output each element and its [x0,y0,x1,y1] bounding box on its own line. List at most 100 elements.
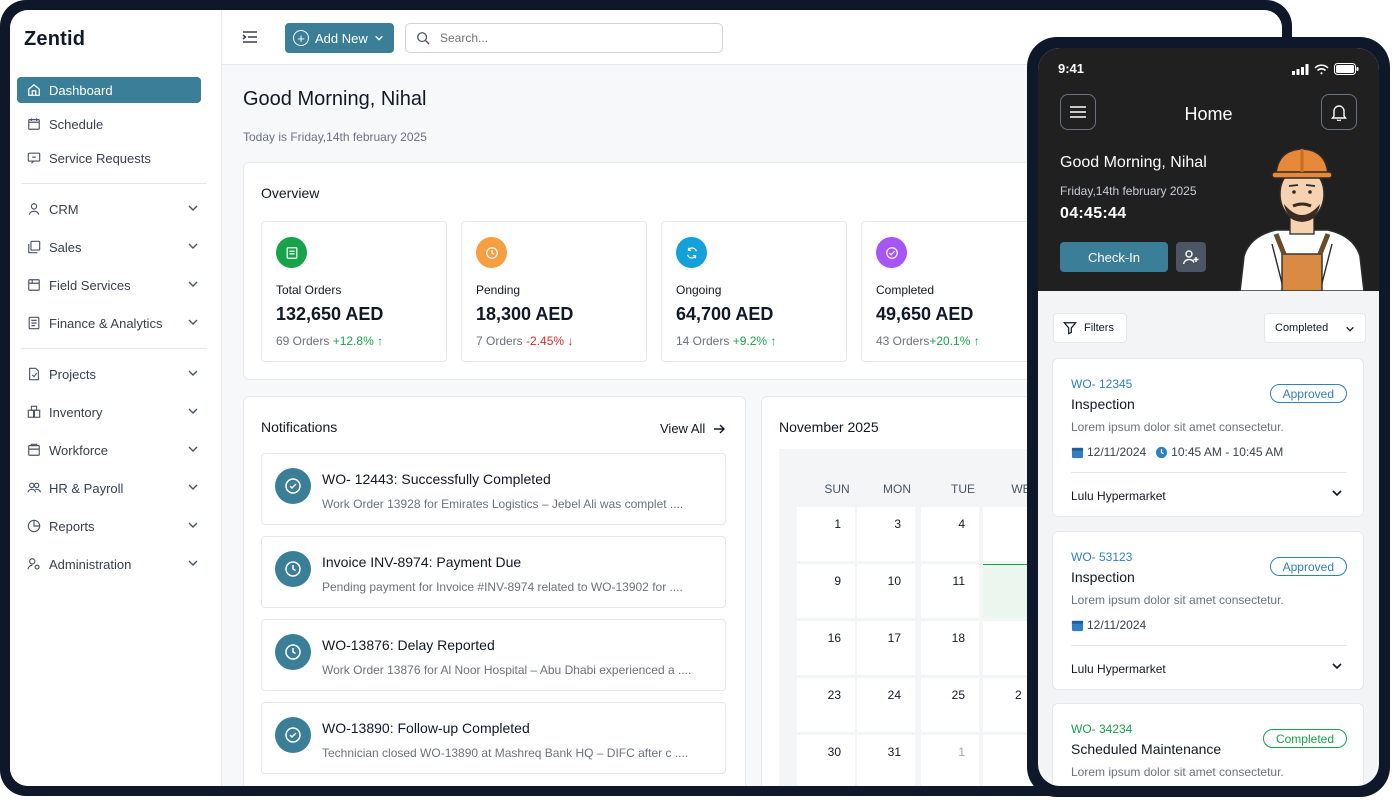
sidebar-item-service-requests[interactable]: Service Requests [17,145,201,171]
work-order-location: Lulu Hypermarket [1071,662,1166,676]
calendar-day[interactable]: 18 [921,621,979,675]
check-in-button[interactable]: Check-In [1060,242,1168,272]
message-icon [27,151,41,165]
calendar-day[interactable]: 9 [797,564,855,618]
notification-item[interactable]: WO-13890: Follow-up Completed Technician… [261,702,726,774]
plus-circle-icon: + [293,30,309,46]
calendar-day[interactable]: 31 [857,735,915,786]
sidebar-item-label: Schedule [49,116,104,132]
document-icon [27,316,41,330]
calendar-day-header: SUN [824,482,850,496]
work-order-id[interactable]: WO- 12345 [1071,377,1133,391]
sidebar-item-projects[interactable]: Projects [17,361,201,387]
notification-desc: Technician closed WO-13890 at Mashreq Ba… [322,746,689,760]
sidebar-item-reports[interactable]: Reports [17,513,201,539]
chevron-down-icon [188,484,198,490]
calendar-day-header: TUE [951,482,975,496]
calendar-day[interactable]: 4 [921,507,979,561]
notification-item[interactable]: Invoice INV-8974: Payment Due Pending pa… [261,536,726,608]
sidebar-item-label: Dashboard [49,82,113,98]
work-order-card[interactable]: WO- 12345 Inspection Approved Lorem ipsu… [1052,358,1364,517]
arrow-up-icon: ↑ [973,334,980,348]
calendar-day[interactable]: 1 [921,735,979,786]
calendar-day[interactable]: 1 [797,507,855,561]
work-order-card[interactable]: WO- 34234 Scheduled Maintenance Complete… [1052,703,1364,786]
mobile-notification-button[interactable] [1321,94,1357,130]
stat-orders: 69 Orders [276,334,330,348]
work-order-desc: Lorem ipsum dolor sit amet consectetur. [1071,765,1284,779]
notifications-title: Notifications [261,419,338,435]
stat-label: Pending [476,283,521,297]
stat-card-ongoing[interactable]: Ongoing 64,700 AED 14 Orders +9.2% ↑ [661,221,847,362]
box-icon [27,405,41,419]
status-filter-select[interactable]: Completed [1264,313,1366,343]
stat-card-pending[interactable]: Pending 18,300 AED 7 Orders -2.45% ↓ [461,221,647,362]
arrow-right-icon [714,424,726,433]
sidebar-item-label: HR & Payroll [49,480,124,496]
calendar-day[interactable]: 25 [921,678,979,732]
sidebar-item-workforce[interactable]: Workforce [17,437,201,463]
divider [1071,645,1347,646]
calendar-day[interactable]: 17 [857,621,915,675]
work-order-time: 10:45 AM - 10:45 AM [1171,445,1284,459]
filters-button[interactable]: Filters [1053,313,1127,343]
calendar-icon [1071,620,1084,631]
stat-card-total-orders[interactable]: Total Orders 132,650 AED 69 Orders +12.8… [261,221,447,362]
calendar-day[interactable]: 24 [857,678,915,732]
admin-icon [27,557,41,571]
chevron-down-icon[interactable] [1331,487,1343,499]
notification-item[interactable]: WO-13876: Delay Reported Work Order 1387… [261,619,726,691]
stat-value: 18,300 AED [476,304,574,324]
work-order-id[interactable]: WO- 53123 [1071,550,1133,564]
work-order-meta: 12/11/2024 [1071,618,1146,632]
user-plus-icon [1182,250,1199,265]
calendar-day[interactable]: 16 [797,621,855,675]
clock-icon [275,551,311,587]
sidebar-item-inventory[interactable]: Inventory [17,399,201,425]
search-input[interactable] [440,31,700,45]
stat-change: -2.45% [526,334,565,348]
sidebar-divider [21,183,207,184]
stat-card-completed[interactable]: Completed 49,650 AED 43 Orders+20.1% ↑ [861,221,1047,362]
sidebar-item-hr-payroll[interactable]: HR & Payroll [17,475,201,501]
add-user-button[interactable] [1176,242,1206,272]
stat-label: Ongoing [676,283,722,297]
sidebar-item-administration[interactable]: Administration [17,551,201,577]
add-new-button[interactable]: + Add New [285,23,394,53]
sidebar-item-dashboard[interactable]: Dashboard [17,77,201,103]
notification-desc: Work Order 13876 for Al Noor Hospital – … [322,663,692,677]
clock-icon [1156,446,1168,458]
hamburger-icon [1070,106,1086,118]
calendar-day[interactable]: 11 [921,564,979,618]
notification-item[interactable]: WO- 12443: Successfully Completed Work O… [261,453,726,525]
calendar-day[interactable]: 30 [797,735,855,786]
mobile-date: Friday,14th february 2025 [1060,184,1197,198]
sidebar-item-schedule[interactable]: Schedule [17,111,201,137]
calendar-day[interactable]: 3 [857,507,915,561]
view-all-link[interactable]: View All [660,421,726,436]
signal-icon [1292,63,1309,75]
collapse-menu-icon[interactable] [242,30,258,44]
mobile-menu-button[interactable] [1060,94,1096,130]
sidebar-item-field-services[interactable]: Field Services [17,272,201,298]
work-order-id[interactable]: WO- 34234 [1071,722,1133,736]
calendar-icon [27,117,41,131]
work-order-card[interactable]: WO- 53123 Inspection Approved Lorem ipsu… [1052,531,1364,690]
sidebar-item-sales[interactable]: Sales [17,234,201,260]
calendar-day[interactable]: 23 [797,678,855,732]
work-order-type: Scheduled Maintenance [1071,741,1222,757]
sidebar-item-label: Reports [49,518,95,534]
work-order-desc: Lorem ipsum dolor sit amet consectetur. [1071,420,1284,434]
sidebar-item-label: Inventory [49,404,103,420]
sidebar-item-crm[interactable]: CRM [17,196,201,222]
status-icons [1292,63,1359,75]
work-order-meta: 12/11/2024 10:45 AM - 10:45 AM [1071,445,1283,459]
user-icon [27,202,41,216]
chevron-down-icon[interactable] [1331,660,1343,672]
calendar-icon [1071,447,1084,458]
calendar-day[interactable]: 10 [857,564,915,618]
sidebar-item-finance-analytics[interactable]: Finance & Analytics [17,310,201,336]
sidebar-item-label: Sales [49,239,82,255]
search-box[interactable] [405,23,723,53]
app-logo: Zentid [24,28,86,50]
